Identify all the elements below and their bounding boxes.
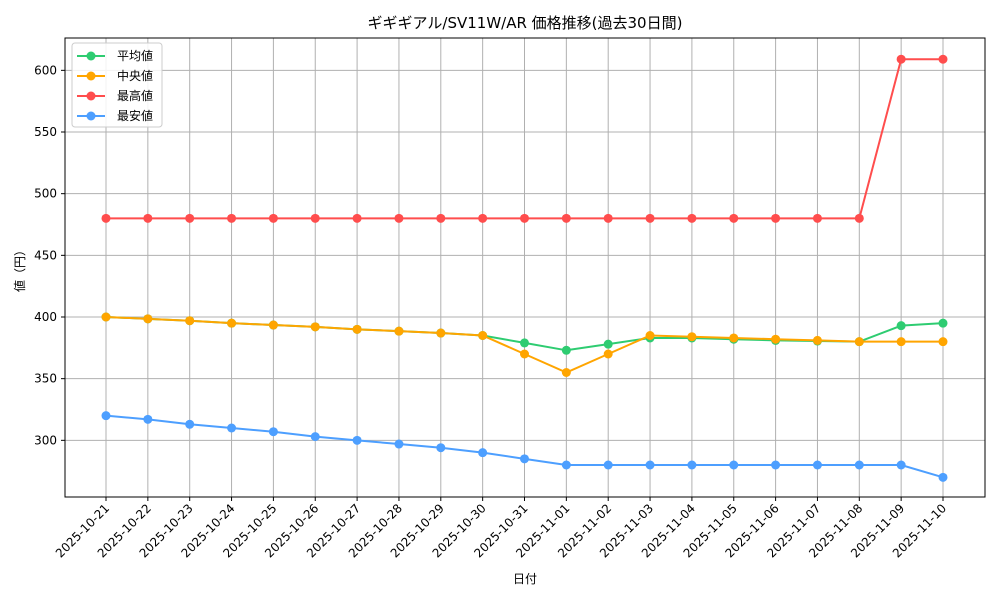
data-point xyxy=(645,330,655,340)
legend-marker xyxy=(86,51,96,61)
data-point xyxy=(854,460,864,470)
data-point xyxy=(310,432,320,442)
x-axis-label: 日付 xyxy=(513,572,537,586)
chart-title: ギギギアル/SV11W/AR 価格推移(過去30日間) xyxy=(368,14,683,32)
y-tick-label: 400 xyxy=(34,310,57,324)
legend-marker xyxy=(86,111,96,121)
y-tick-label: 350 xyxy=(34,372,57,386)
data-point xyxy=(729,213,739,223)
y-tick-label: 600 xyxy=(34,63,57,77)
data-point xyxy=(771,213,781,223)
data-point xyxy=(854,337,864,347)
data-point xyxy=(938,318,948,328)
data-point xyxy=(603,460,613,470)
series-line xyxy=(101,54,948,223)
data-point xyxy=(561,460,571,470)
data-point xyxy=(561,345,571,355)
data-point xyxy=(143,314,153,324)
data-point xyxy=(896,337,906,347)
data-point xyxy=(268,213,278,223)
data-point xyxy=(394,326,404,336)
data-point xyxy=(645,213,655,223)
data-point xyxy=(687,460,697,470)
data-point xyxy=(938,472,948,482)
data-point xyxy=(812,213,822,223)
data-point xyxy=(812,335,822,345)
data-point xyxy=(352,213,362,223)
data-point xyxy=(729,460,739,470)
y-tick-label: 450 xyxy=(34,248,57,262)
data-point xyxy=(185,316,195,326)
legend-marker xyxy=(86,91,96,101)
series-line xyxy=(101,411,948,482)
data-point xyxy=(101,411,111,421)
data-point xyxy=(436,213,446,223)
x-axis-ticks: 2025-10-212025-10-222025-10-232025-10-24… xyxy=(53,497,949,560)
data-point xyxy=(268,320,278,330)
y-tick-label: 300 xyxy=(34,433,57,447)
data-point xyxy=(896,54,906,64)
y-tick-label: 550 xyxy=(34,125,57,139)
legend-label: 平均値 xyxy=(117,48,153,63)
data-point xyxy=(938,337,948,347)
data-point xyxy=(896,321,906,331)
legend-label: 最高値 xyxy=(117,88,153,103)
legend-label: 最安値 xyxy=(117,108,153,123)
data-point xyxy=(352,324,362,334)
data-point xyxy=(603,349,613,359)
data-point xyxy=(436,443,446,453)
data-point xyxy=(520,349,529,359)
data-point xyxy=(394,213,404,223)
data-point xyxy=(896,460,906,470)
data-point xyxy=(771,460,781,470)
data-point xyxy=(143,414,153,424)
data-point xyxy=(520,213,529,223)
data-point xyxy=(310,322,320,332)
data-point xyxy=(227,423,237,433)
y-tick-label: 500 xyxy=(34,187,57,201)
data-point xyxy=(561,213,571,223)
data-point xyxy=(227,318,237,328)
data-point xyxy=(394,439,404,449)
data-point xyxy=(185,419,195,429)
series-line xyxy=(101,312,948,377)
legend-label: 中央値 xyxy=(117,68,153,83)
data-point xyxy=(938,54,948,64)
data-point xyxy=(478,448,488,458)
data-point xyxy=(352,435,362,445)
data-point xyxy=(478,213,488,223)
data-point xyxy=(729,333,739,343)
data-point xyxy=(101,213,111,223)
grid-lines xyxy=(65,38,985,497)
data-point xyxy=(771,334,781,344)
data-point xyxy=(268,427,278,437)
data-point xyxy=(812,460,822,470)
data-series xyxy=(101,54,948,482)
data-point xyxy=(520,338,529,348)
data-point xyxy=(185,213,195,223)
data-point xyxy=(561,367,571,377)
data-point xyxy=(687,213,697,223)
data-point xyxy=(436,328,446,338)
data-point xyxy=(143,213,153,223)
data-point xyxy=(854,213,864,223)
data-point xyxy=(227,213,237,223)
data-point xyxy=(478,330,488,340)
legend-marker xyxy=(86,71,96,81)
data-point xyxy=(687,332,697,342)
data-point xyxy=(310,213,320,223)
data-point xyxy=(645,460,655,470)
data-point xyxy=(520,454,529,464)
y-axis-label: 値（円） xyxy=(12,244,27,292)
data-point xyxy=(101,312,111,322)
data-point xyxy=(603,213,613,223)
y-axis-ticks: 300 350 400 450 500 550 600 xyxy=(34,63,65,447)
legend-box xyxy=(71,42,163,128)
data-point xyxy=(603,339,613,349)
